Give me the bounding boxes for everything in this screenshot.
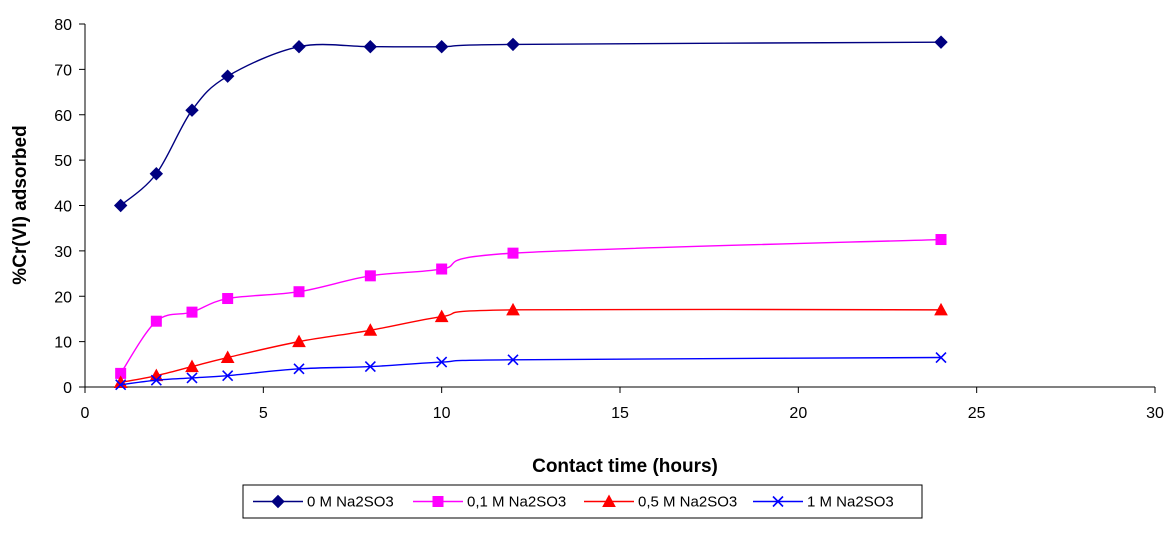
data-point: [115, 379, 127, 391]
legend-marker: [271, 494, 285, 509]
series-3: [113, 302, 948, 388]
data-point: [292, 334, 306, 348]
data-point: [507, 354, 519, 366]
data-point: [436, 356, 448, 368]
legend-label: 0,1 M Na2SO3: [467, 494, 566, 511]
x-tick-label: 20: [789, 405, 807, 422]
data-point: [934, 302, 948, 316]
data-point: [935, 351, 947, 364]
data-point: [434, 39, 449, 54]
data-point: [220, 69, 235, 83]
x-tick-label: 5: [259, 405, 268, 422]
data-point: [363, 39, 378, 54]
y-tick-label: 20: [54, 289, 72, 306]
legend-label: 0 M Na2SO3: [307, 494, 394, 511]
data-point: [436, 263, 448, 275]
legend-marker: [772, 495, 784, 508]
x-tick-label: 10: [433, 405, 451, 422]
data-point: [364, 270, 376, 282]
y-tick-label: 0: [63, 380, 72, 397]
series-2: [115, 234, 947, 379]
legend-item: 1 M Na2SO3: [753, 494, 894, 511]
y-tick-label: 50: [54, 153, 72, 170]
data-point: [220, 350, 235, 364]
data-point: [293, 286, 305, 298]
x-tick-label: 15: [611, 405, 629, 422]
data-point: [293, 363, 305, 375]
x-tick-label: 30: [1146, 405, 1164, 422]
series-1: [113, 35, 948, 213]
y-axis-title: %Cr(VI) adsorbed: [10, 125, 31, 284]
data-point: [506, 302, 520, 316]
data-point: [186, 306, 198, 318]
data-point: [113, 198, 128, 213]
data-point: [185, 103, 199, 117]
y-tick-label: 60: [54, 108, 72, 125]
legend-item: 0,5 M Na2SO3: [584, 494, 737, 511]
legend-marker: [602, 494, 616, 507]
y-tick-label: 70: [54, 62, 72, 79]
legend: 0 M Na2SO3 0,1 M Na2SO3 0,5 M Na2SO3 1 M Na…: [242, 484, 923, 519]
data-point: [186, 372, 198, 384]
data-point: [150, 315, 162, 327]
data-point: [222, 370, 234, 382]
legend-box: [242, 484, 923, 519]
data-point: [506, 37, 520, 52]
y-tick-labels: 0 10 20 30 40 50 60 70 80: [54, 17, 72, 397]
data-point: [434, 309, 449, 323]
data-point: [185, 359, 199, 373]
data-point: [364, 361, 376, 373]
series-line: [120, 308, 942, 384]
x-tick-labels: 0 5 10 15 20 25 30: [81, 405, 1164, 422]
x-tick-label: 0: [81, 405, 90, 422]
series-line: [120, 238, 942, 374]
data-point: [222, 293, 234, 305]
data-point: [150, 374, 162, 386]
legend-item: 0 M Na2SO3: [253, 494, 394, 511]
y-tick-label: 80: [54, 17, 72, 34]
data-point: [507, 247, 519, 259]
legend-marker: [432, 496, 444, 507]
legend-item: 0,1 M Na2SO3: [413, 494, 566, 511]
data-point: [935, 234, 947, 246]
series-layer: [113, 35, 948, 391]
x-tick-label: 25: [968, 405, 986, 422]
data-point: [363, 323, 378, 336]
legend-label: 0,5 M Na2SO3: [638, 494, 737, 511]
data-point: [934, 35, 948, 49]
y-tick-label: 40: [54, 199, 72, 216]
series-4: [115, 351, 947, 391]
data-point: [149, 167, 164, 181]
axes: [79, 23, 1156, 393]
data-point: [292, 39, 306, 54]
y-tick-label: 30: [54, 244, 72, 261]
series-line: [120, 41, 942, 207]
y-tick-label: 10: [54, 335, 72, 352]
legend-label: 1 M Na2SO3: [807, 494, 894, 511]
x-axis-title: Contact time (hours): [532, 456, 718, 477]
series-line: [120, 356, 942, 386]
